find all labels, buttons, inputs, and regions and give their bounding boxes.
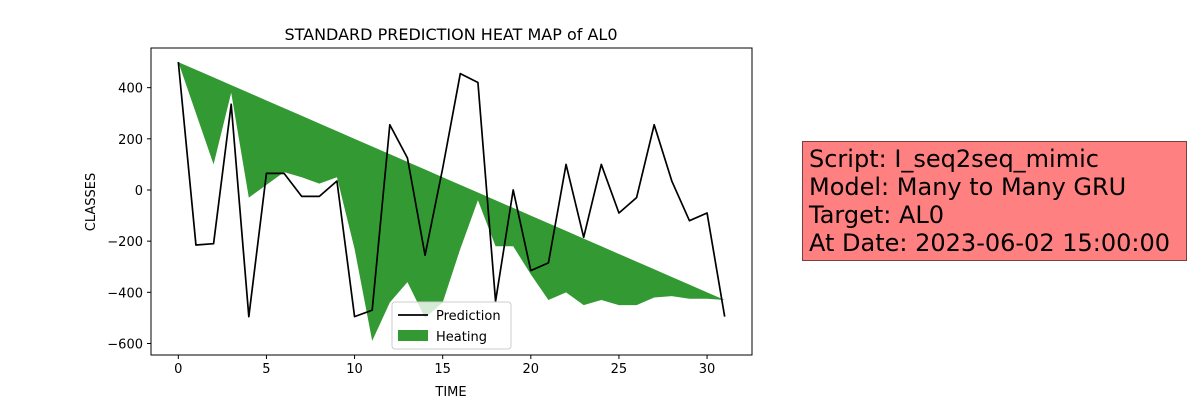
legend-heating-label: Heating <box>436 330 487 345</box>
heating-area-layer <box>178 62 725 341</box>
x-axis-label: TIME <box>434 385 466 400</box>
y-axis-label: CLASSES <box>84 173 99 231</box>
x-tick-label: 5 <box>262 362 270 377</box>
y-tick-label: −200 <box>107 235 143 250</box>
heating-area <box>178 62 725 341</box>
chart-title: STANDARD PREDICTION HEAT MAP of AL0 <box>284 25 617 44</box>
legend-heating-swatch <box>398 330 428 341</box>
chart-svg: 0 5 10 15 20 25 30 −600 −400 −200 0 200 400 STANDAR… <box>84 25 753 400</box>
y-tick-label: 200 <box>118 133 143 148</box>
y-tick-label: −400 <box>107 286 143 301</box>
prediction-line <box>177 61 726 318</box>
x-tick-label: 30 <box>699 362 716 377</box>
info-script-line: Script: I_seq2seq_mimic <box>809 145 1099 173</box>
x-axis-ticks: 0 5 10 15 20 25 30 <box>174 355 715 377</box>
x-tick-label: 0 <box>174 362 182 377</box>
legend: Prediction Heating <box>391 301 512 350</box>
x-tick-label: 25 <box>611 362 628 377</box>
prediction-line-layer <box>177 61 726 318</box>
x-tick-label: 15 <box>434 362 451 377</box>
legend-prediction-label: Prediction <box>436 309 501 324</box>
info-box: Script: I_seq2seq_mimic Model: Many to M… <box>802 141 1187 261</box>
plot-frame <box>150 47 753 356</box>
y-tick-label: 0 <box>135 184 143 199</box>
x-tick-label: 20 <box>523 362 540 377</box>
info-target-line: Target: AL0 <box>809 201 945 229</box>
x-tick-label: 10 <box>346 362 363 377</box>
info-model-line: Model: Many to Many GRU <box>809 173 1127 201</box>
y-axis-ticks: −600 −400 −200 0 200 400 <box>107 82 151 352</box>
y-tick-label: −600 <box>107 337 143 352</box>
info-date-line: At Date: 2023-06-02 15:00:00 <box>809 229 1171 257</box>
y-tick-label: 400 <box>118 82 143 97</box>
